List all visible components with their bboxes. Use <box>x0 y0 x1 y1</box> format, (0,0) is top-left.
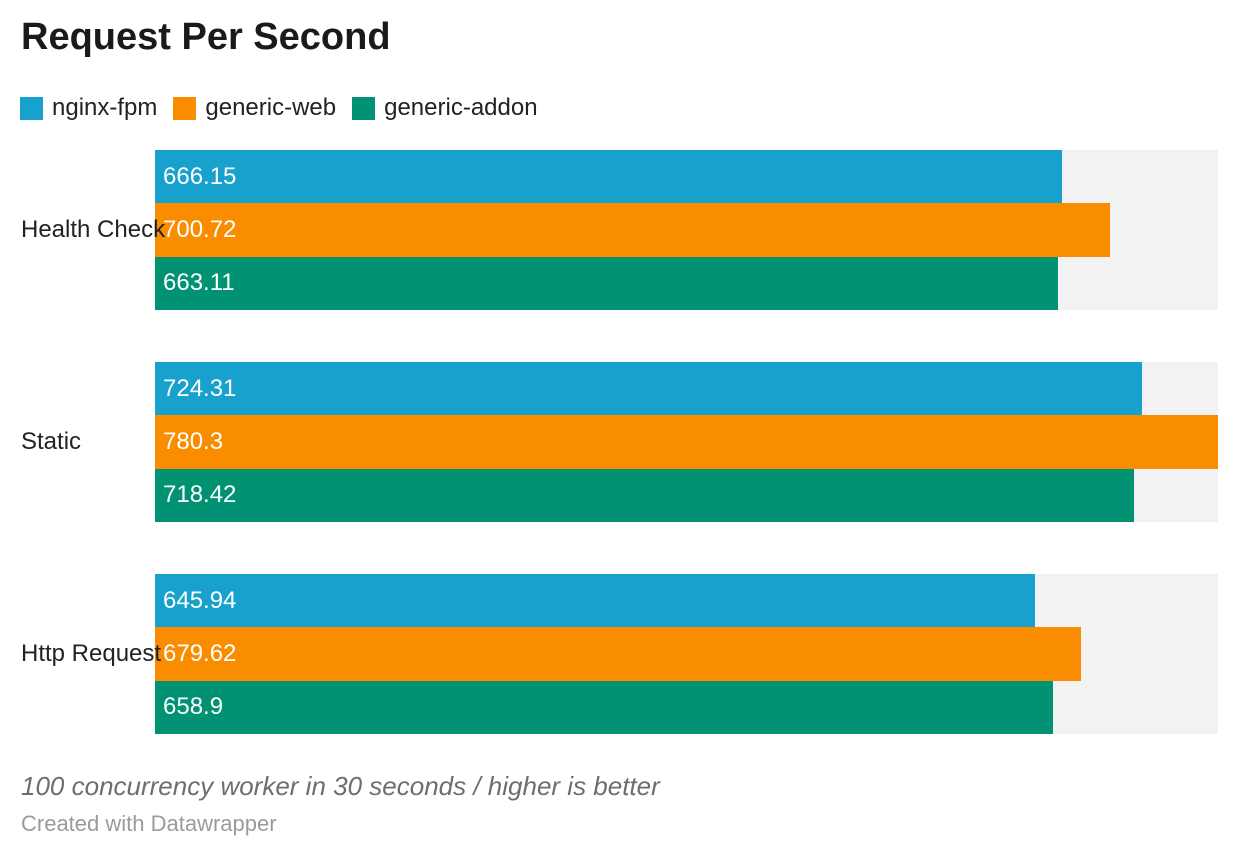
bar-health-check-generic-web: 700.72 <box>155 203 1110 257</box>
bar-static-nginx-fpm: 724.31 <box>155 362 1142 416</box>
footer-note: 100 concurrency worker in 30 seconds / h… <box>21 771 660 801</box>
bar-value-label: 658.9 <box>163 693 224 721</box>
bar-value-label: 780.3 <box>163 427 224 455</box>
chart-title: Request Per Second <box>21 16 391 58</box>
bar-value-label: 645.94 <box>163 586 237 614</box>
category-group-http-request: Http Request 645.94 679.62 658.9 <box>0 574 1240 734</box>
category-label-static: Static <box>21 428 82 455</box>
legend-swatch-nginx-fpm <box>20 96 43 120</box>
bar-value-label: 724.31 <box>163 374 237 402</box>
bar-static-generic-web: 780.3 <box>155 415 1218 469</box>
bar-track-http-request: 645.94 679.62 658.9 <box>155 574 1218 734</box>
bar-value-label: 663.11 <box>163 269 235 297</box>
datawrapper-attribution[interactable]: Created with Datawrapper <box>21 811 277 836</box>
legend-item-generic-web: generic-web <box>173 94 336 122</box>
bar-value-label: 718.42 <box>163 481 237 509</box>
category-group-health-check: Health Check 666.15 700.72 663.11 <box>0 150 1240 310</box>
bar-health-check-nginx-fpm: 666.15 <box>155 150 1063 204</box>
bar-track-health-check: 666.15 700.72 663.11 <box>155 150 1218 310</box>
bar-static-generic-addon: 718.42 <box>155 468 1134 522</box>
bar-health-check-generic-addon: 663.11 <box>155 256 1059 310</box>
bar-http-request-generic-addon: 658.9 <box>155 680 1053 734</box>
legend: nginx-fpm generic-web generic-addon <box>20 94 554 122</box>
legend-swatch-generic-web <box>173 96 197 120</box>
bar-http-request-nginx-fpm: 645.94 <box>155 574 1035 628</box>
bar-value-label: 679.62 <box>163 639 237 667</box>
bar-chart: Health Check 666.15 700.72 663.11 Static… <box>0 150 1240 734</box>
legend-label-generic-addon: generic-addon <box>384 94 538 121</box>
legend-item-nginx-fpm: nginx-fpm <box>20 94 157 122</box>
bar-http-request-generic-web: 679.62 <box>155 627 1081 681</box>
bar-value-label: 700.72 <box>163 215 237 243</box>
legend-label-generic-web: generic-web <box>205 94 337 121</box>
legend-swatch-generic-addon <box>352 96 376 120</box>
category-label-health-check: Health Check <box>21 216 166 243</box>
legend-label-nginx-fpm: nginx-fpm <box>52 94 158 121</box>
bar-value-label: 666.15 <box>163 162 237 190</box>
category-group-static: Static 724.31 780.3 718.42 <box>0 362 1240 522</box>
category-label-http-request: Http Request <box>21 640 162 667</box>
bar-track-static: 724.31 780.3 718.42 <box>155 362 1218 522</box>
legend-item-generic-addon: generic-addon <box>352 94 538 122</box>
